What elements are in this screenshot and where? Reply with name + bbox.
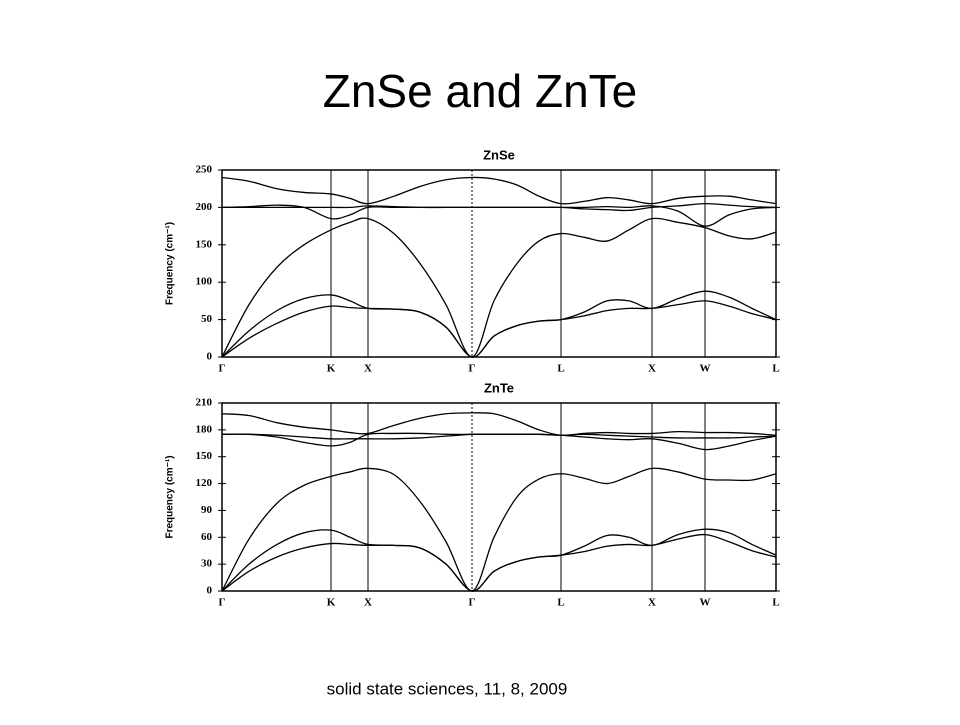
x-tick-label: X <box>364 363 372 375</box>
x-tick-label: L <box>772 363 779 375</box>
y-tick-label: 150 <box>196 238 213 250</box>
x-tick-label: X <box>648 597 656 609</box>
dispersion-branch <box>221 533 777 592</box>
x-tick-label: L <box>772 597 779 609</box>
plot-frame <box>221 169 777 358</box>
y-tick-label: 0 <box>207 351 213 363</box>
y-tick-label: 150 <box>196 450 213 462</box>
y-tick-label: 250 <box>196 164 213 176</box>
footer: solid state sciences, 11, 8, 2009 <box>327 679 568 698</box>
plot-frame <box>221 402 777 592</box>
y-tick-label: 60 <box>201 531 213 543</box>
dispersion-branch <box>221 217 777 358</box>
y-tick-label: 120 <box>196 477 213 489</box>
y-tick-label: 50 <box>201 313 213 325</box>
x-tick-label: L <box>557 597 564 609</box>
x-tick-label: W <box>700 597 711 609</box>
dispersion-branch <box>221 300 777 358</box>
x-tick-label: K <box>327 597 336 609</box>
y-tick-label: 100 <box>196 276 213 288</box>
chart-title: ZnTe <box>484 380 514 395</box>
x-tick-label: Γ <box>469 363 476 375</box>
x-tick-label: K <box>327 363 336 375</box>
x-tick-label: X <box>364 597 372 609</box>
y-axis-label: Frequency (cm⁻¹) <box>165 222 176 305</box>
x-tick-label: L <box>557 363 564 375</box>
dispersion-branch <box>221 528 777 592</box>
x-tick-label: Γ <box>219 597 226 609</box>
y-axis-label: Frequency (cm⁻¹) <box>165 455 176 538</box>
x-tick-label: Γ <box>469 597 476 609</box>
dispersion-branch <box>221 432 777 451</box>
dispersion-branch <box>221 412 777 436</box>
x-tick-label: X <box>648 363 656 375</box>
y-tick-label: 30 <box>201 558 213 570</box>
chart-title: ZnSe <box>483 147 515 162</box>
dispersion-branch <box>221 467 777 592</box>
y-tick-label: 90 <box>201 504 213 516</box>
dispersion-branch <box>221 290 777 358</box>
dispersion-branch <box>221 176 777 205</box>
slide-title: ZnSe and ZnTe <box>323 65 638 117</box>
y-tick-label: 180 <box>196 423 213 435</box>
y-tick-label: 210 <box>196 397 213 409</box>
y-tick-label: 200 <box>196 201 213 213</box>
dispersion-branch <box>221 433 777 440</box>
x-tick-label: Γ <box>219 363 226 375</box>
y-tick-label: 0 <box>207 585 213 597</box>
dispersion-branch <box>221 203 777 220</box>
dispersion-branch <box>222 205 777 227</box>
x-tick-label: W <box>700 363 711 375</box>
